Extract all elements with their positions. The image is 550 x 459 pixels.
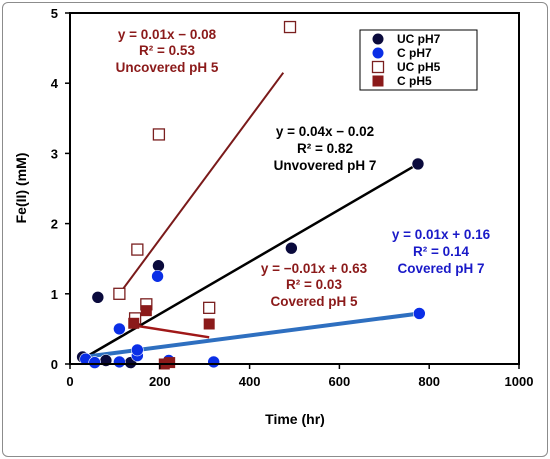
annotation-r2: R² = 0.53: [139, 43, 195, 58]
data-points: [76, 20, 426, 370]
annotation-r2: R² = 0.03: [286, 277, 342, 292]
x-tick-label: 1000: [505, 374, 534, 389]
legend-label: UC pH7: [397, 32, 441, 46]
annotation-covered-ph7: y = 0.01x + 0.16 R² = 0.14 Covered pH 7: [392, 227, 491, 276]
point-c-ph7: [88, 356, 101, 369]
point-uc-ph7: [285, 241, 298, 255]
legend-marker: [372, 47, 384, 59]
x-tick-label: 0: [66, 374, 73, 389]
fit-annotations: y = 0.01x − 0.08 R² = 0.53 Uncovered pH …: [116, 27, 491, 309]
point-c-ph5: [140, 305, 152, 317]
point-uc-ph7: [91, 291, 105, 304]
y-tick-label: 1: [51, 287, 58, 302]
y-axis-label: Fe(II) (mM): [13, 153, 29, 224]
annotation-r2: R² = 0.82: [297, 141, 353, 156]
legend-entry-c-ph7: C pH7: [372, 46, 432, 60]
point-c-ph7: [413, 307, 426, 320]
fit-line-uc-ph5: [118, 72, 285, 295]
x-axis: 0 200 400 600 800 1000: [66, 364, 533, 389]
annotation-label: Covered pH 5: [270, 294, 358, 309]
point-c-ph7: [131, 343, 144, 357]
y-tick-label: 0: [51, 357, 58, 372]
legend-label: C pH7: [397, 46, 432, 60]
point-uc-ph5: [203, 301, 216, 314]
legend-entry-c-ph5: C pH5: [372, 74, 432, 88]
y-tick-label: 4: [51, 76, 59, 91]
point-c-ph7: [113, 322, 126, 336]
legend-label: UC pH5: [397, 60, 441, 74]
point-c-ph7: [151, 269, 164, 283]
x-tick-label: 800: [418, 374, 440, 389]
y-tick-label: 2: [51, 217, 58, 232]
point-c-ph7: [207, 355, 220, 369]
legend-marker: [371, 60, 385, 74]
legend-label: C pH5: [397, 74, 432, 88]
annotation-r2: R² = 0.14: [413, 244, 469, 259]
point-c-ph7: [113, 355, 126, 369]
fit-line-uc-ph7: [82, 162, 419, 360]
x-tick-label: 600: [329, 374, 351, 389]
y-tick-label: 3: [51, 146, 58, 161]
annotation-label: Unvovered pH 7: [274, 158, 377, 173]
annotation-label: Covered pH 7: [397, 261, 484, 276]
legend: UC pH7 C pH7 UC pH5 C pH5: [359, 29, 478, 91]
point-uc-ph5: [152, 128, 166, 141]
fit-line-c-ph5: [133, 324, 210, 339]
x-tick-label: 400: [239, 374, 261, 389]
point-c-ph5: [164, 357, 176, 369]
y-tick-label: 5: [51, 6, 58, 21]
plot-area: [69, 12, 520, 365]
point-uc-ph5: [113, 287, 126, 300]
annotation-equation: y = 0.01x + 0.16: [392, 227, 491, 242]
point-uc-ph7: [152, 259, 165, 273]
annotation-uncovered-ph7: y = 0.04x − 0.02 R² = 0.82 Unvovered pH …: [274, 124, 377, 173]
point-c-ph5: [128, 317, 140, 329]
legend-entry-uc-ph5: UC pH5: [371, 60, 441, 74]
point-uc-ph5: [283, 20, 297, 34]
annotation-equation: y = −0.01x + 0.63: [261, 261, 368, 276]
annotation-label: Uncovered pH 5: [116, 60, 219, 75]
legend-entry-uc-ph7: UC pH7: [372, 32, 441, 46]
legend-marker: [372, 75, 384, 87]
legend-marker: [372, 33, 384, 45]
point-c-ph5: [203, 318, 215, 330]
annotation-covered-ph5: y = −0.01x + 0.63 R² = 0.03 Covered pH 5: [261, 261, 368, 309]
annotation-equation: y = 0.04x − 0.02: [276, 124, 374, 139]
point-uc-ph7: [411, 157, 425, 171]
x-tick-label: 200: [149, 374, 171, 389]
annotation-equation: y = 0.01x − 0.08: [118, 27, 217, 42]
annotation-uncovered-ph5: y = 0.01x − 0.08 R² = 0.53 Uncovered pH …: [116, 27, 219, 75]
x-axis-label: Time (hr): [265, 411, 325, 427]
y-axis: 0 1 2 3 4 5: [51, 6, 70, 372]
point-uc-ph5: [131, 243, 144, 256]
